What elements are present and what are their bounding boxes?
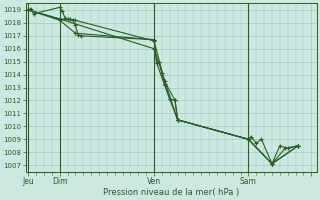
- X-axis label: Pression niveau de la mer( hPa ): Pression niveau de la mer( hPa ): [103, 188, 239, 197]
